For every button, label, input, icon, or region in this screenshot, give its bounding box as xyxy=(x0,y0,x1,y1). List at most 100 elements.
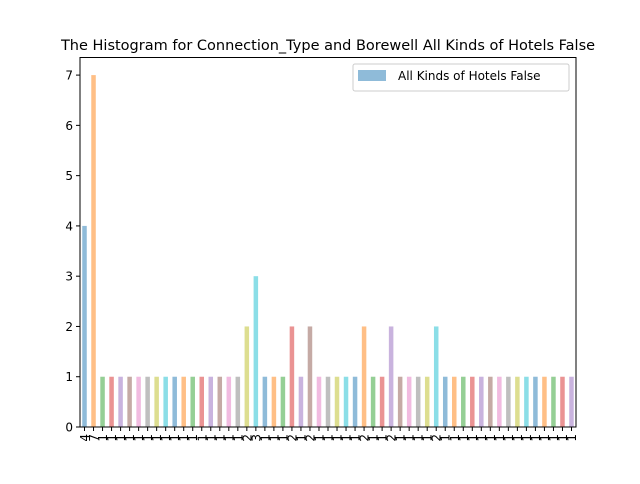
x-tick-label-21: 1 xyxy=(267,434,281,442)
bar-4 xyxy=(118,376,123,427)
bar-22 xyxy=(280,376,286,427)
x-tick-label-19: 3 xyxy=(249,434,263,442)
bar-8 xyxy=(154,376,159,427)
bar-14 xyxy=(208,376,214,427)
x-tick-label-11: 1 xyxy=(177,434,191,442)
x-tick-label-4: 1 xyxy=(114,434,128,442)
x-tick-label-54: 1 xyxy=(565,434,579,442)
bar-36 xyxy=(406,376,412,427)
x-tick-label-34: 2 xyxy=(385,434,399,442)
bar-18 xyxy=(244,326,250,427)
x-tick-label-52: 1 xyxy=(547,434,561,442)
bar-51 xyxy=(542,376,547,427)
x-tick-label-36: 1 xyxy=(403,434,417,442)
bar-5 xyxy=(127,376,132,427)
x-tick-label-1: 7 xyxy=(87,434,101,442)
x-tick-label-29: 1 xyxy=(340,434,354,442)
x-tick-label-7: 1 xyxy=(141,434,155,442)
bar-9 xyxy=(163,376,168,427)
bar-52 xyxy=(551,376,556,427)
plot-frame xyxy=(79,57,577,428)
x-tick-label-24: 1 xyxy=(294,434,308,442)
bar-25 xyxy=(307,326,313,427)
x-tick-label-50: 1 xyxy=(529,434,543,442)
x-tick-label-49: 1 xyxy=(520,434,534,442)
y-tick-label-1: 1 xyxy=(65,370,73,384)
x-tick-label-5: 1 xyxy=(123,434,137,442)
bar-49 xyxy=(524,376,529,427)
bar-10 xyxy=(172,376,177,427)
x-tick-label-14: 1 xyxy=(204,434,218,442)
x-tick-label-35: 1 xyxy=(394,434,408,442)
bar-47 xyxy=(506,376,511,427)
bar-39 xyxy=(433,326,439,427)
bar-23 xyxy=(289,326,295,427)
bar-0 xyxy=(82,225,87,427)
bar-28 xyxy=(334,376,340,427)
x-tick-label-6: 1 xyxy=(132,434,146,442)
x-tick-label-46: 1 xyxy=(493,434,507,442)
bar-12 xyxy=(190,376,195,427)
x-tick-label-40: 1 xyxy=(439,434,453,442)
bar-48 xyxy=(515,376,520,427)
bar-43 xyxy=(470,376,475,427)
bar-30 xyxy=(352,376,358,427)
bar-15 xyxy=(217,376,223,427)
bar-50 xyxy=(533,376,538,427)
bar-21 xyxy=(271,376,277,427)
bar-33 xyxy=(379,376,385,427)
x-tick-label-44: 1 xyxy=(475,434,489,442)
x-tick-label-41: 1 xyxy=(448,434,462,442)
bar-7 xyxy=(145,376,150,427)
x-tick-label-32: 1 xyxy=(367,434,381,442)
x-tick-label-12: 1 xyxy=(186,434,200,442)
y-tick-label-4: 4 xyxy=(65,219,73,233)
bar-34 xyxy=(388,326,394,427)
x-tick-label-10: 1 xyxy=(168,434,182,442)
x-tick-label-17: 1 xyxy=(231,434,245,442)
bar-26 xyxy=(316,376,322,427)
x-tick-label-47: 1 xyxy=(502,434,516,442)
bar-53 xyxy=(560,376,565,427)
x-tick-label-30: 1 xyxy=(349,434,363,442)
x-tick-label-13: 1 xyxy=(195,434,209,442)
bar-40 xyxy=(442,376,448,427)
y-tick-label-7: 7 xyxy=(65,69,73,83)
x-tick-label-0: 4 xyxy=(78,434,92,442)
bars-group xyxy=(82,75,574,427)
x-tick-label-8: 1 xyxy=(150,434,164,442)
bar-17 xyxy=(235,376,241,427)
chart-title: The Histogram for Connection_Type and Bo… xyxy=(60,38,595,54)
x-tick-label-31: 2 xyxy=(358,434,372,442)
x-tick-label-27: 1 xyxy=(322,434,336,442)
legend-box xyxy=(352,63,570,92)
x-tick-label-3: 1 xyxy=(105,434,119,442)
x-tick-label-22: 1 xyxy=(276,434,290,442)
bar-46 xyxy=(497,376,502,427)
x-tick-label-25: 2 xyxy=(303,434,317,442)
x-tick-label-18: 2 xyxy=(240,434,254,442)
bar-1 xyxy=(91,75,96,427)
bar-20 xyxy=(262,376,268,427)
bar-2 xyxy=(100,376,105,427)
bar-6 xyxy=(136,376,141,427)
y-tick-label-0: 0 xyxy=(65,421,73,435)
y-tick-label-6: 6 xyxy=(65,119,73,133)
x-tick-label-16: 1 xyxy=(222,434,236,442)
bar-35 xyxy=(397,376,403,427)
y-tick-label-3: 3 xyxy=(65,270,73,284)
x-tick-label-53: 1 xyxy=(556,434,570,442)
x-tick-label-48: 1 xyxy=(511,434,525,442)
x-tick-label-26: 1 xyxy=(312,434,326,442)
x-tick-label-9: 1 xyxy=(159,434,173,442)
bar-45 xyxy=(488,376,493,427)
x-tick-label-28: 1 xyxy=(331,434,345,442)
x-tick-label-23: 2 xyxy=(285,434,299,442)
legend: All Kinds of Hotels False xyxy=(352,63,570,92)
legend-swatch xyxy=(358,70,386,81)
x-tick-label-2: 1 xyxy=(96,434,110,442)
bar-3 xyxy=(109,376,114,427)
x-tick-label-37: 1 xyxy=(412,434,426,442)
